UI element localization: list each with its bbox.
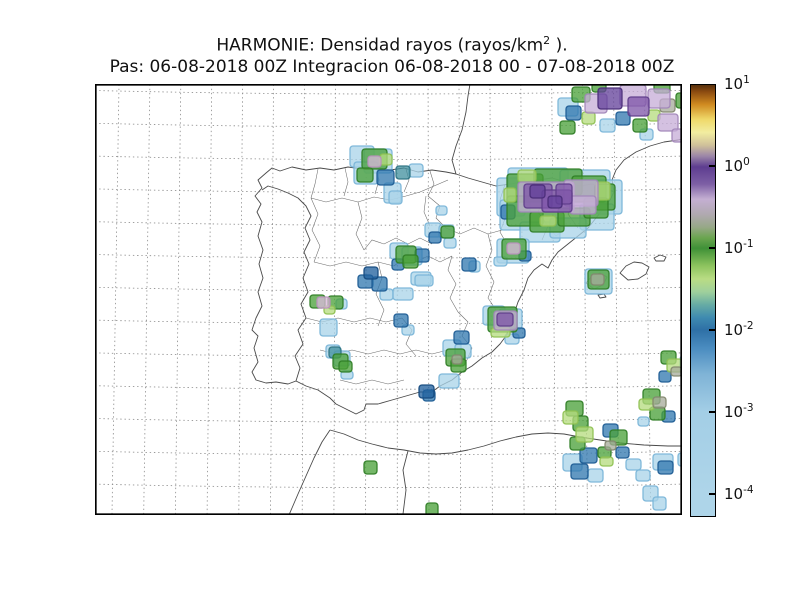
density-cell [392,287,414,301]
density-cell [388,190,403,205]
density-cell [451,354,463,365]
density-cell [675,92,682,109]
density-cell [529,184,546,199]
density-cell [363,460,378,475]
colorbar-tick [709,493,715,495]
colorbar-tick-label: 10-3 [724,402,754,421]
chart-title: HARMONIE: Densidad rayos (rayos/km2 ). [0,31,784,56]
density-cell [453,330,470,345]
density-cell [319,318,338,337]
density-cell [547,195,563,209]
density-cell [658,370,672,383]
density-cell [408,163,424,178]
density-cell [647,88,671,109]
colorbar-tick-label: 10-1 [724,238,754,257]
density-cell [461,257,477,272]
chart-subtitle: Pas: 06-08-2018 00Z Integracion 06-08-20… [109,57,675,77]
density-cell [435,205,448,216]
colorbar-tick-label: 100 [724,156,750,175]
density-cell [393,313,409,328]
density-cell [590,273,605,286]
density-cell [414,274,434,287]
density-cell [428,231,442,244]
density-cell [579,447,598,464]
density-cell [652,496,667,511]
density-cell [581,111,596,125]
density-cell [402,254,419,269]
density-cell [496,312,514,327]
colorbar-tick [709,329,715,331]
density-cell [565,105,582,121]
density-cell [597,87,623,110]
density-cell [443,237,457,249]
density-cell [671,128,682,143]
density-cell [670,366,682,377]
density-cell [517,169,537,183]
density-cell [379,153,393,166]
density-cell [363,266,379,280]
density-cell [395,165,411,180]
density-cell [367,155,382,168]
colorbar-tick [709,411,715,413]
density-cell [615,111,631,126]
density-cell [562,410,579,425]
density-cell [627,96,650,117]
density-cell [637,416,650,427]
density-cell [570,463,589,480]
density-cell [506,242,521,255]
density-cell [625,458,642,471]
colorbar [690,84,716,517]
density-cell [587,468,604,483]
density-cell [418,384,435,399]
colorbar-tick [709,165,715,167]
colorbar-tick [709,247,715,249]
colorbar-tick-label: 10-4 [724,484,754,503]
density-cell [316,296,331,309]
density-cell [599,456,614,467]
map-plot-area [95,84,682,515]
density-cell [575,426,594,443]
density-cell [657,460,674,475]
chart-title-text: HARMONIE: Densidad rayos (rayos/km [216,35,544,56]
density-cell [356,167,374,183]
density-cell [338,360,353,373]
density-cell [539,215,557,227]
density-cell [652,396,667,409]
density-cell [371,276,388,292]
density-cell [440,225,455,239]
chart-title-suffix: ). [550,35,568,56]
chart-title-superscript: 2 [543,34,551,47]
lightning-density-cells [309,84,682,515]
density-cell [503,187,517,203]
density-cell [438,373,460,389]
density-cell [615,446,630,459]
density-cell [376,169,395,186]
density-cell [559,120,576,135]
colorbar-tick-label: 10-2 [724,320,754,339]
density-cell [635,469,651,482]
density-cell [425,502,439,515]
density-cell [638,398,655,411]
density-cell [569,195,597,215]
colorbar-tick-label: 101 [724,74,750,93]
density-cell [599,118,616,133]
density-cell [632,118,648,133]
density-cell [657,113,679,132]
density-cell [604,440,617,451]
